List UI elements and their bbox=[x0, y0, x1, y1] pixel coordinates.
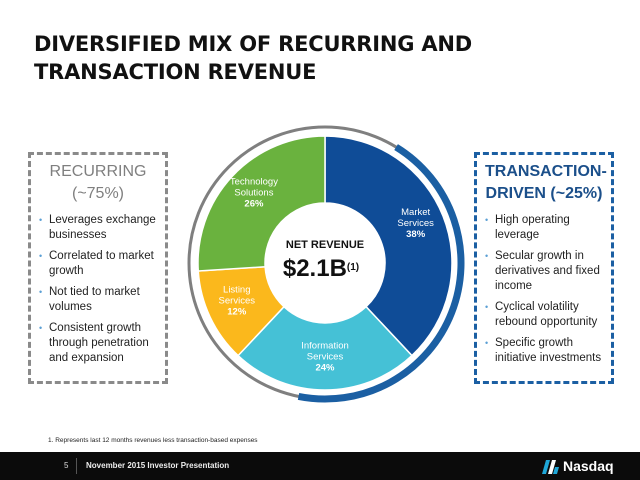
transaction-driven-arc bbox=[297, 144, 465, 403]
footer-separator bbox=[76, 458, 77, 474]
transaction-bullet: Cyclical volatility rebound opportunity bbox=[485, 300, 603, 330]
recurring-bullet: Not tied to market volumes bbox=[39, 285, 157, 315]
net-revenue-donut-chart: Market Services 38% Information Services 24% L… bbox=[187, 125, 465, 403]
page-title: DIVERSIFIED MIX OF RECURRING AND TRANSAC… bbox=[34, 30, 594, 86]
nasdaq-logo: Nasdaq bbox=[540, 456, 614, 476]
nasdaq-logo-icon bbox=[542, 460, 559, 474]
transaction-title-line-1: TRANSACTION- bbox=[485, 163, 607, 180]
recurring-bullet: Consistent growth through penetration an… bbox=[39, 321, 157, 366]
presentation-name: November 2015 Investor Presentation bbox=[86, 461, 230, 470]
slice-label-market-services: Market Services 38% bbox=[397, 207, 434, 240]
title-line-2: TRANSACTION REVENUE bbox=[34, 60, 317, 84]
transaction-bullet: High operating leverage bbox=[485, 213, 603, 243]
donut-slice-labels: Market Services 38% Information Services 24% L… bbox=[219, 176, 435, 373]
transaction-bullet: Specific growth initiative investments bbox=[485, 336, 603, 366]
slice-label-technology-solutions: Technology Solutions 26% bbox=[230, 176, 278, 209]
transaction-bullet: Secular growth in derivatives and fixed … bbox=[485, 249, 603, 294]
footnote: 1. Represents last 12 months revenues le… bbox=[48, 437, 258, 444]
donut-center bbox=[265, 203, 385, 323]
center-value: $2.1B(1) bbox=[283, 255, 359, 282]
transaction-panel: TRANSACTION- DRIVEN (~25%) High operatin… bbox=[474, 152, 614, 384]
transaction-bullets: High operating leverage Secular growth i… bbox=[485, 213, 603, 366]
slice-label-information-services: Information Services 24% bbox=[301, 341, 349, 374]
transaction-title: TRANSACTION- DRIVEN (~25%) bbox=[485, 161, 607, 205]
recurring-panel: RECURRING (~75%) Leverages exchange busi… bbox=[28, 152, 168, 384]
title-line-1: DIVERSIFIED MIX OF RECURRING AND bbox=[34, 32, 473, 56]
transaction-title-line-2: DRIVEN (~25%) bbox=[485, 185, 603, 202]
slice-label-listing-services: Listing Services 12% bbox=[219, 285, 256, 318]
nasdaq-logo-text: Nasdaq bbox=[563, 458, 614, 474]
recurring-bullets: Leverages exchange businesses Correlated… bbox=[39, 213, 157, 366]
donut-slices bbox=[197, 135, 453, 391]
center-title: NET REVENUE bbox=[286, 239, 364, 251]
recurring-bullet: Correlated to market growth bbox=[39, 249, 157, 279]
recurring-bullet: Leverages exchange businesses bbox=[39, 213, 157, 243]
slice-information-services bbox=[237, 305, 413, 391]
page-number: 5 bbox=[64, 461, 69, 470]
recurring-title-line-2: (~75%) bbox=[71, 185, 125, 202]
recurring-title: RECURRING (~75%) bbox=[39, 161, 157, 205]
recurring-title-line-1: RECURRING bbox=[49, 163, 147, 180]
footer-bar: 5 November 2015 Investor Presentation Na… bbox=[0, 452, 640, 480]
